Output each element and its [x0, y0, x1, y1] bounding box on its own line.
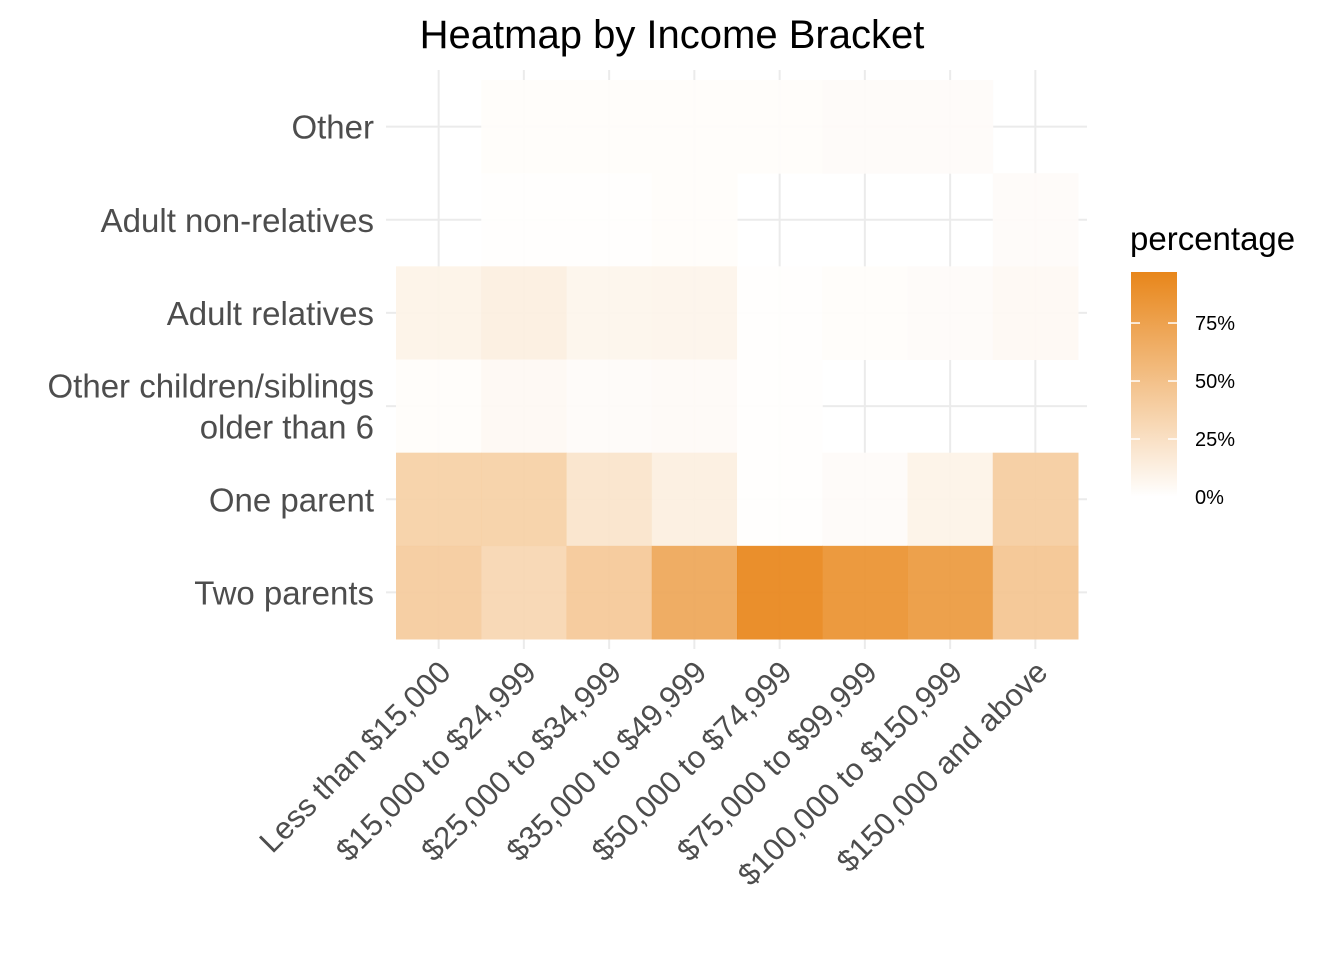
legend-title: percentage	[1130, 220, 1295, 257]
heatmap-cell	[737, 359, 823, 454]
y-axis-labels: Other Adult non-relatives Adult relatives O…	[48, 109, 375, 612]
heatmap-cell	[481, 545, 567, 640]
heatmap-cell	[907, 80, 994, 174]
y-tick-label: Adult relatives	[167, 295, 374, 332]
heatmap-cell	[566, 173, 653, 267]
heatmap-cell	[992, 173, 1079, 267]
heatmap-cell	[481, 266, 567, 360]
heatmap-cell	[907, 266, 994, 360]
heatmap-cell	[737, 452, 823, 547]
legend-ticks: 75% 50% 25% 0%	[1131, 313, 1235, 509]
heatmap-cell	[396, 359, 482, 454]
y-tick-label: Two parents	[194, 574, 374, 611]
y-tick-label: One parent	[209, 481, 374, 518]
heatmap-cell	[566, 359, 653, 454]
heatmap-cell	[651, 173, 738, 267]
legend-colorbar	[1131, 272, 1177, 497]
y-tick-label: Adult non-relatives	[101, 202, 374, 239]
heatmap-cell	[481, 359, 567, 454]
heatmap-cell	[481, 173, 567, 267]
heatmap-cell	[907, 452, 994, 547]
heatmap-cell	[907, 545, 994, 640]
heatmap-cell	[992, 266, 1079, 360]
heatmap-cell	[651, 266, 738, 360]
heatmap-cell	[822, 452, 908, 547]
heatmap-cell	[396, 452, 482, 547]
y-tick-label: Other	[291, 109, 374, 146]
y-tick-label: Other children/siblings older than 6	[48, 368, 375, 446]
heatmap-cell	[822, 80, 908, 174]
heatmap-cell	[737, 80, 823, 174]
heatmap-cell	[992, 452, 1079, 547]
heatmap-cell	[396, 266, 482, 360]
heatmap-cell	[992, 545, 1079, 640]
heatmap-cell	[566, 452, 653, 547]
heatmap-cell	[566, 266, 653, 360]
legend-tick-label: 50%	[1195, 371, 1235, 393]
legend-tick-label: 0%	[1195, 487, 1224, 509]
legend-tick-label: 25%	[1195, 429, 1235, 451]
heatmap-cell	[822, 545, 908, 640]
heatmap-cells	[396, 80, 1079, 640]
heatmap-cell	[651, 545, 738, 640]
heatmap-cell	[737, 266, 823, 360]
heatmap-cell	[481, 80, 567, 174]
heatmap-cell	[651, 452, 738, 547]
heatmap-cell	[481, 452, 567, 547]
heatmap-cell	[822, 266, 908, 360]
chart-title: Heatmap by Income Bracket	[420, 13, 925, 57]
legend: percentage 75% 50% 25% 0%	[1130, 220, 1295, 509]
heatmap-cell	[651, 359, 738, 454]
heatmap-cell	[396, 545, 482, 640]
heatmap-cell	[651, 80, 738, 174]
x-axis-labels: Less than $15,000$15,000 to $24,999$25,0…	[252, 654, 1054, 892]
legend-tick-label: 75%	[1195, 313, 1235, 335]
heatmap-cell	[566, 545, 653, 640]
heatmap-cell	[737, 545, 823, 640]
heatmap-cell	[566, 80, 653, 174]
